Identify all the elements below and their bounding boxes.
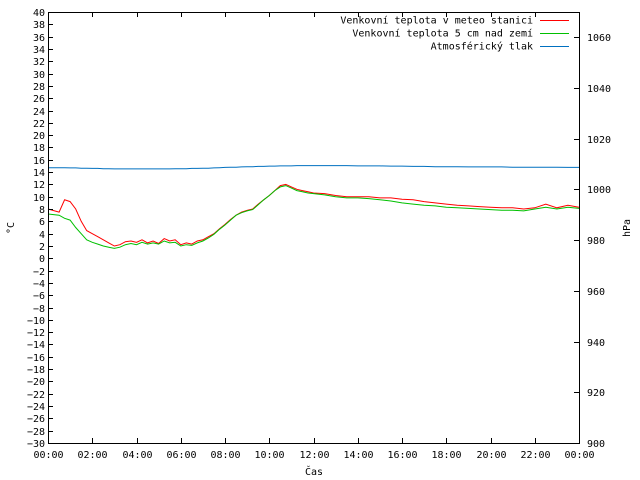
y-tick-label: 10 xyxy=(33,193,45,204)
y-tick-label: 2 xyxy=(39,242,45,253)
y-tick-label: 0 xyxy=(39,254,45,265)
y-tick-labels: −30−28−26−24−22−20−18−16−14−12−10−8−6−4−… xyxy=(27,8,45,450)
y-tick-label: −4 xyxy=(33,279,45,290)
x-tick-labels: 00:00 02:00 04:00 06:00 08:00 10:00 12:00 14:00… xyxy=(33,450,594,461)
x-tick-label: 10:00 xyxy=(254,450,284,461)
x-tick-label: 22:00 xyxy=(520,450,550,461)
y-tick-label: 14 xyxy=(33,168,45,179)
y-tick-label: −2 xyxy=(33,267,45,278)
y-tick-label: 18 xyxy=(33,143,45,154)
x-tick-label: 02:00 xyxy=(77,450,107,461)
y-tick-label: 30 xyxy=(33,70,45,81)
y2-tick-label: 900 xyxy=(587,439,605,450)
x-tick-label: 14:00 xyxy=(343,450,373,461)
x-tick-label: 16:00 xyxy=(387,450,417,461)
y-tick-label: 22 xyxy=(33,119,45,130)
y-tick-label: 8 xyxy=(39,205,45,216)
series-line-3 xyxy=(48,165,579,170)
y-tick-label: 28 xyxy=(33,82,45,93)
y-tick-label: −26 xyxy=(27,414,45,425)
y-tick-label: −14 xyxy=(27,340,45,351)
y-tick-label: 6 xyxy=(39,217,45,228)
y2-tick-labels: 900 920 940 960 980 1000 1020 1040 1060 xyxy=(587,33,611,450)
series-line-1 xyxy=(47,183,580,247)
y2-axis-label: hPa xyxy=(622,219,633,237)
y-tick-label: −28 xyxy=(27,427,45,438)
legend-label: Venkovní teplota 5 cm nad zemí xyxy=(352,28,533,40)
y-tick-label: 4 xyxy=(39,230,45,241)
tick-marks xyxy=(48,12,580,444)
x-tick-label: 12:00 xyxy=(299,450,329,461)
y-tick-label: −24 xyxy=(27,402,45,413)
y-tick-label: −12 xyxy=(27,328,45,339)
y-tick-label: 24 xyxy=(33,107,45,118)
y-tick-label: 34 xyxy=(33,45,45,56)
y2-tick-label: 940 xyxy=(587,338,605,349)
y-tick-label: 36 xyxy=(33,33,45,44)
y2-tick-label: 920 xyxy=(587,388,605,399)
y-tick-label: 40 xyxy=(33,8,45,19)
series-line-2 xyxy=(47,185,580,249)
x-tick-label: 20:00 xyxy=(476,450,506,461)
x-tick-label: 06:00 xyxy=(166,450,196,461)
y2-tick-label: 1060 xyxy=(587,33,611,44)
y-tick-label: −20 xyxy=(27,377,45,388)
x-tick-label: 00:00 xyxy=(564,450,594,461)
y-tick-label: −6 xyxy=(33,291,45,302)
x-axis-label: Čas xyxy=(305,465,323,478)
x-tick-label: 00:00 xyxy=(33,450,63,461)
x-tick-label: 18:00 xyxy=(431,450,461,461)
x-tick-label: 08:00 xyxy=(210,450,240,461)
legend: Venkovní teplota v meteo staniciVenkovní… xyxy=(340,15,569,53)
x-tick-label: 04:00 xyxy=(122,450,152,461)
y-tick-label: −8 xyxy=(33,304,45,315)
y-tick-label: −16 xyxy=(27,353,45,364)
y-tick-label: −30 xyxy=(27,439,45,450)
y-tick-label: −22 xyxy=(27,390,45,401)
y-tick-label: 38 xyxy=(33,20,45,31)
y-tick-label: 26 xyxy=(33,94,45,105)
y-tick-label: 20 xyxy=(33,131,45,142)
y-tick-label: −10 xyxy=(27,316,45,327)
plot-frame xyxy=(48,12,580,444)
legend-label: Atmosférický tlak xyxy=(431,41,533,53)
y2-tick-label: 960 xyxy=(587,287,605,298)
y-tick-label: 12 xyxy=(33,180,45,191)
series-layer xyxy=(47,165,580,249)
y-tick-label: 16 xyxy=(33,156,45,167)
y2-tick-label: 980 xyxy=(587,236,605,247)
y2-tick-label: 1040 xyxy=(587,84,611,95)
y2-tick-label: 1000 xyxy=(587,185,611,196)
y-tick-label: 32 xyxy=(33,57,45,68)
y-tick-label: −18 xyxy=(27,365,45,376)
legend-label: Venkovní teplota v meteo stanici xyxy=(340,15,533,27)
y2-tick-label: 1020 xyxy=(587,135,611,146)
y-axis-label: °C xyxy=(6,222,17,234)
